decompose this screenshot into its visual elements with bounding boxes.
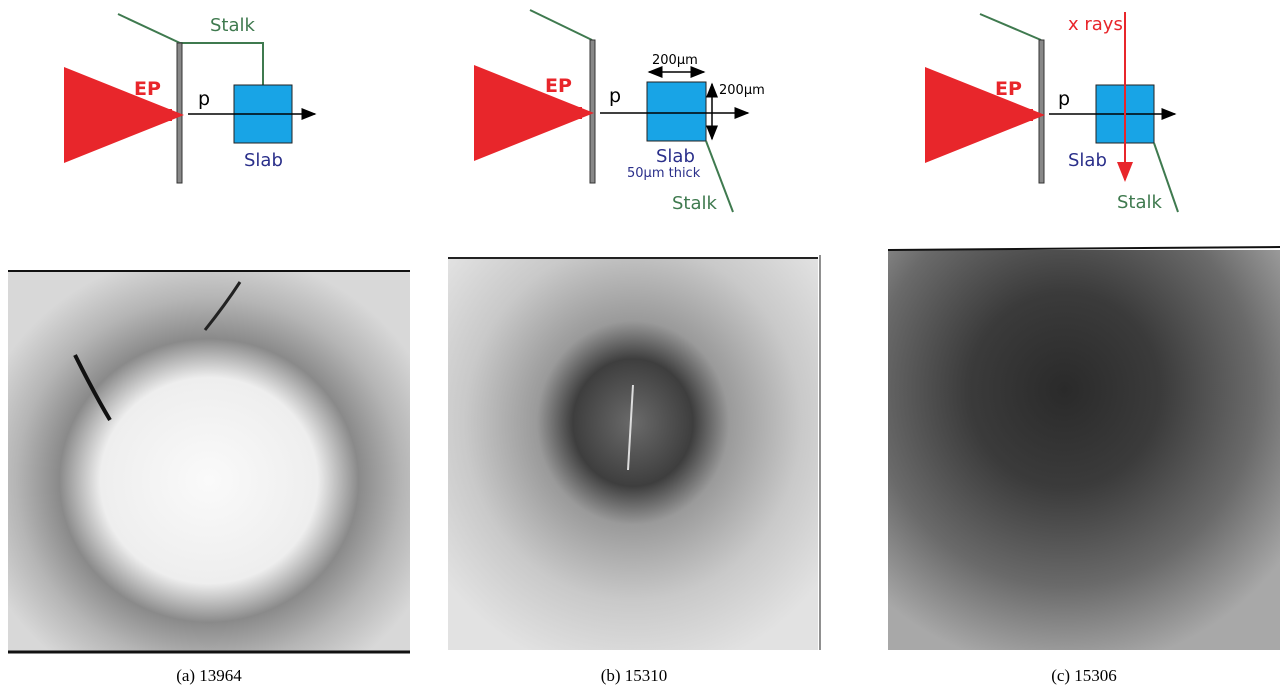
figure: Stalk EP p Slab 200μm 200μm EP p Slab 50… <box>0 0 1285 689</box>
caption: (a) 13964 <box>176 666 242 685</box>
diagram-c: x rays EP p Slab Stalk <box>980 12 1178 213</box>
label-width: 200μm <box>652 53 698 68</box>
label-height: 200μm <box>719 83 765 98</box>
caption: (c) 15306 <box>1051 666 1117 685</box>
label-slab: Slab <box>1068 150 1107 171</box>
radiograph-a <box>8 271 410 652</box>
label-stalk: Stalk <box>672 193 718 214</box>
label-p: p <box>609 85 621 107</box>
label-stalk: Stalk <box>210 15 256 36</box>
label-p: p <box>198 88 210 110</box>
label-stalk: Stalk <box>1117 192 1163 213</box>
label-p: p <box>1058 88 1070 110</box>
radiograph-c <box>888 247 1280 650</box>
label-ep: EP <box>545 75 572 97</box>
label-thickness: 50μm thick <box>627 166 701 181</box>
label-slab: Slab <box>244 150 283 171</box>
radiograph-b <box>448 255 820 650</box>
label-slab: Slab <box>656 146 695 167</box>
diagram-b: 200μm 200μm EP p Slab 50μm thick Stalk <box>530 10 765 214</box>
caption: (b) 15310 <box>601 666 668 685</box>
diagram-a: Stalk EP p Slab <box>118 14 315 183</box>
label-ep: EP <box>134 78 161 100</box>
label-xrays: x rays <box>1068 14 1123 35</box>
label-ep: EP <box>995 78 1022 100</box>
